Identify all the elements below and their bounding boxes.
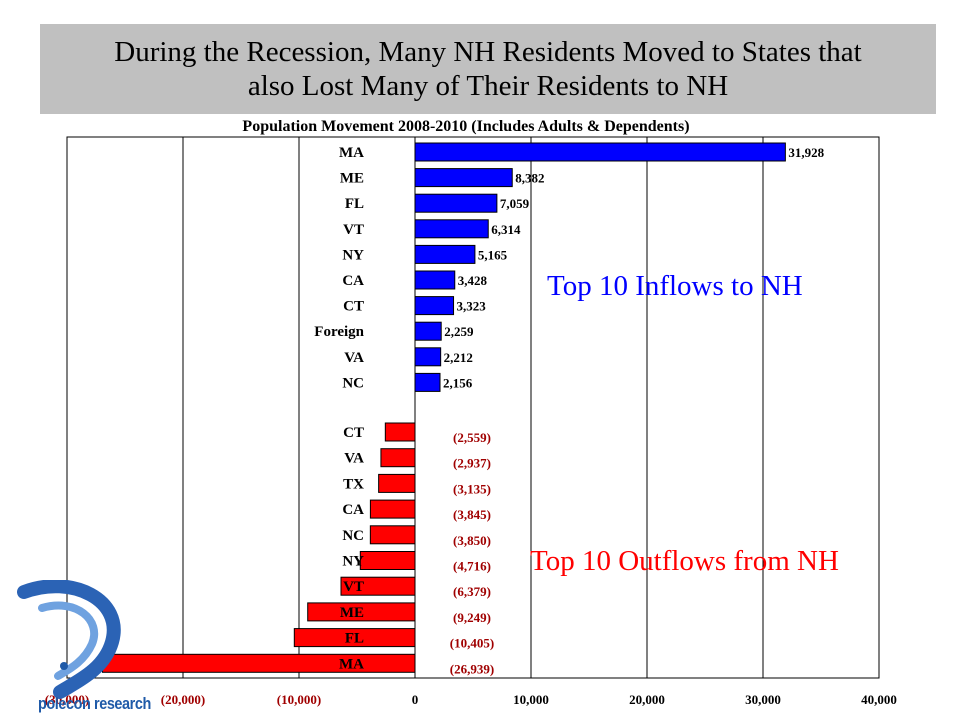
- category-label: TX: [343, 476, 364, 492]
- bar: [340, 576, 416, 596]
- category-label: MA: [339, 145, 364, 161]
- value-label: (9,249): [453, 610, 491, 625]
- category-label: ME: [340, 605, 364, 621]
- inflows-annotation: Top 10 Inflows to NH: [547, 270, 803, 302]
- category-label: FL: [345, 196, 364, 212]
- value-label: 7,059: [500, 196, 530, 211]
- bar: [293, 628, 416, 648]
- bar: [369, 525, 416, 545]
- category-label: NC: [342, 375, 364, 391]
- x-tick-label: (20,000): [161, 692, 205, 707]
- category-label: CA: [342, 273, 364, 289]
- value-label: (3,135): [453, 481, 491, 496]
- bar: [359, 551, 416, 570]
- slide-title-line-2: also Lost Many of Their Residents to NH: [247, 70, 729, 102]
- value-label: (3,850): [453, 533, 491, 548]
- category-label: CT: [343, 299, 364, 315]
- value-label: (3,845): [453, 507, 491, 522]
- category-label: VT: [343, 222, 364, 238]
- chart-title: Population Movement 2008-2010 (Includes …: [242, 118, 690, 135]
- bar: [414, 193, 498, 213]
- bar: [307, 602, 416, 622]
- value-label: (4,716): [453, 559, 491, 574]
- category-label: FL: [345, 631, 364, 647]
- bar: [378, 473, 416, 493]
- bar: [414, 347, 442, 367]
- bar: [380, 448, 416, 468]
- x-tick-label: (10,000): [277, 692, 321, 707]
- slide-title-banner: During the Recession, Many NH Residents …: [40, 24, 936, 114]
- bar: [414, 270, 456, 290]
- bar: [414, 296, 455, 316]
- value-label: 2,212: [444, 350, 473, 365]
- bar: [414, 168, 513, 188]
- category-label: ME: [340, 171, 364, 187]
- bar: [369, 499, 416, 519]
- x-tick-label: 30,000: [745, 692, 781, 707]
- category-label: CT: [343, 425, 364, 441]
- category-label: MA: [339, 656, 364, 672]
- value-label: (2,937): [453, 456, 491, 471]
- bar: [414, 244, 476, 264]
- polecon-logo-icon: [17, 580, 121, 699]
- value-label: 3,323: [457, 299, 487, 314]
- x-tick-label: 20,000: [629, 692, 665, 707]
- category-label: VA: [344, 451, 364, 467]
- category-label: VT: [343, 579, 364, 595]
- bar: [414, 372, 441, 392]
- value-label: (2,559): [453, 430, 491, 445]
- value-label: (6,379): [453, 584, 491, 599]
- x-tick-label: 40,000: [861, 692, 897, 707]
- value-label: 6,314: [491, 222, 521, 237]
- value-label: 5,165: [478, 247, 508, 262]
- bar: [414, 321, 442, 341]
- value-label: (10,405): [450, 636, 494, 651]
- category-label: Foreign: [314, 324, 364, 340]
- bar: [384, 422, 416, 442]
- value-label: 2,259: [444, 324, 474, 339]
- slide-title-line-1: During the Recession, Many NH Residents …: [114, 36, 862, 68]
- category-label: NY: [342, 554, 364, 570]
- category-label: CA: [342, 502, 364, 518]
- value-label: 8,382: [515, 171, 544, 186]
- logo-text: polecon research: [38, 694, 151, 713]
- category-label: NC: [342, 528, 364, 544]
- value-label: 2,156: [443, 375, 473, 390]
- bar: [414, 219, 489, 239]
- bar: [414, 142, 786, 162]
- bar: [102, 653, 416, 673]
- value-label: 31,928: [788, 145, 824, 160]
- category-label: VA: [344, 350, 364, 366]
- category-label: NY: [342, 247, 364, 263]
- value-label: (26,939): [450, 661, 494, 676]
- value-label: 3,428: [458, 273, 488, 288]
- x-tick-label: 0: [412, 692, 419, 707]
- x-tick-label: 10,000: [513, 692, 549, 707]
- outflows-annotation: Top 10 Outflows from NH: [530, 545, 839, 577]
